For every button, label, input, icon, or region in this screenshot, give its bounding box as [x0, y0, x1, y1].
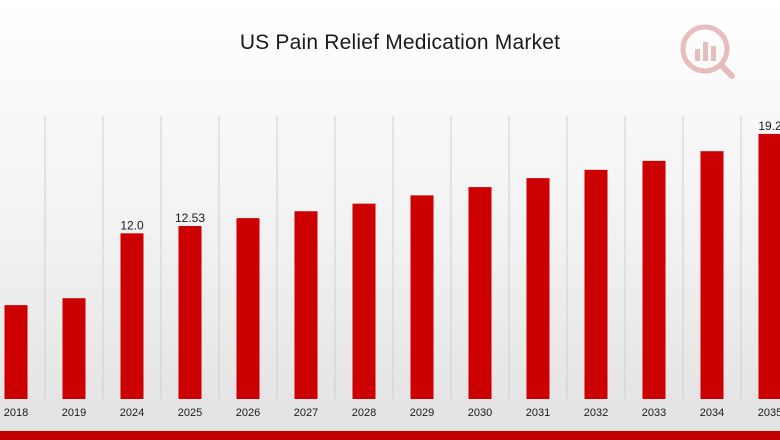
x-tick-2025: 2025: [178, 407, 202, 419]
x-tick-2035: 2035: [758, 407, 780, 419]
bar-2024: [120, 233, 144, 399]
x-tick-2032: 2032: [584, 407, 608, 419]
x-axis-ticks: 2018 2019 2024 2025 2026 2027 2028 2029 2030 2031…: [4, 407, 780, 419]
x-tick-2027: 2027: [294, 407, 318, 419]
bar-2025: [178, 226, 202, 399]
bar-2035: [758, 133, 780, 399]
grid-lines: [44, 116, 742, 399]
x-tick-2033: 2033: [642, 407, 666, 419]
x-tick-2026: 2026: [236, 407, 260, 419]
bar-2033: [642, 160, 666, 399]
bar-2032: [584, 169, 608, 399]
x-tick-2018: 2018: [4, 407, 28, 419]
bar-2028: [352, 203, 376, 399]
bar-2030: [468, 187, 492, 399]
x-tick-2028: 2028: [352, 407, 376, 419]
bar-2029: [410, 195, 434, 399]
x-tick-2024: 2024: [120, 407, 144, 419]
chart-title: US Pain Relief Medication Market: [239, 31, 561, 54]
bar-2034: [700, 151, 724, 399]
bar-2026: [236, 218, 260, 399]
x-tick-2031: 2031: [526, 407, 550, 419]
data-label-2035: 19.2: [758, 119, 780, 133]
data-labels: 12.0 12.53 19.2: [120, 119, 780, 232]
bar-2031: [526, 178, 550, 399]
data-label-2025: 12.53: [175, 211, 205, 225]
market-research-logo-icon: [680, 24, 735, 79]
x-tick-2030: 2030: [468, 407, 492, 419]
bar-2027: [294, 211, 318, 399]
x-tick-2019: 2019: [62, 407, 86, 419]
x-tick-2034: 2034: [700, 407, 724, 419]
x-tick-2029: 2029: [410, 407, 434, 419]
data-label-2024: 12.0: [120, 218, 144, 232]
bars: [4, 133, 780, 399]
bar-2018: [4, 305, 28, 399]
bar-2019: [62, 298, 86, 399]
bottom-band: [0, 431, 780, 440]
